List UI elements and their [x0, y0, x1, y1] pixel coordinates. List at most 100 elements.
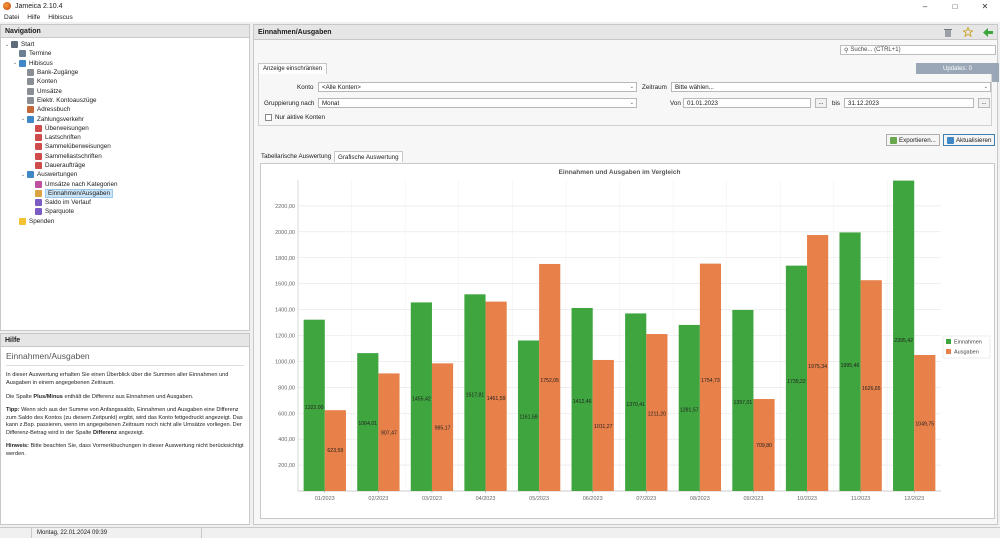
debit-icon [35, 134, 42, 142]
close-button[interactable]: ✕ [981, 1, 989, 11]
sidebar-item-adressbuch[interactable]: Adressbuch [3, 105, 249, 114]
gruppierung-select[interactable]: Monat ⌄ [318, 98, 637, 108]
sidebar-item-elektr-kontoauszüge[interactable]: Elektr. Kontoauszüge [3, 96, 249, 105]
sidebar-item-sammelüberweisungen[interactable]: Sammelüberweisungen [3, 142, 249, 151]
bar-ausgaben [431, 363, 454, 491]
bar-ausgaben [378, 373, 400, 491]
sidebar-item-termine[interactable]: Termine [3, 49, 249, 58]
konto-label: Konto [297, 84, 314, 91]
sidebar-item-start[interactable]: ⌄ Start [3, 40, 249, 49]
status-date: Montag, 22.01.2024 09:39 [32, 527, 202, 538]
minimize-button[interactable]: – [922, 1, 928, 11]
sidebar-item-lastschriften[interactable]: Lastschriften [3, 133, 249, 142]
sidebar-item-hibiscus[interactable]: ⌄ Hibiscus [3, 59, 249, 68]
bank-icon [27, 69, 34, 77]
bar-einnahmen [785, 265, 808, 491]
y-tick-label: 600,00 [278, 411, 295, 417]
nur-aktive-label: Nur aktive Konten [275, 114, 326, 121]
search-input[interactable]: ⚲ Suche... (CTRL+1) [840, 45, 996, 55]
help-panel: Hilfe Einnahmen/Ausgaben In dieser Auswe… [0, 333, 250, 525]
sidebar-item-label: Überweisungen [45, 124, 89, 132]
sidebar-item-umsätze-nach-kategorien[interactable]: Umsätze nach Kategorien [3, 179, 249, 188]
sidebar-item-sammellastschriften[interactable]: Sammellastschriften [3, 152, 249, 161]
refresh-button[interactable]: Aktualisieren [943, 134, 996, 146]
sidebar-item-bank-zugänge[interactable]: Bank-Zugänge [3, 68, 249, 77]
bar-ausgaben [753, 399, 775, 491]
menu-hilfe[interactable]: Hilfe [27, 13, 41, 21]
collapse-toggle-icon[interactable]: ⌄ [20, 171, 26, 178]
sidebar-item-sparquote[interactable]: Sparquote [3, 207, 249, 216]
status-bar: Montag, 22.01.2024 09:39 [0, 527, 1000, 538]
collapse-toggle-icon[interactable]: ⌄ [20, 116, 26, 123]
batch-debit-icon [35, 152, 42, 160]
data-label: 1370,41 [626, 402, 645, 408]
addressbook-icon [27, 106, 34, 114]
tab-table[interactable]: Tabellarische Auswertung [261, 153, 332, 160]
data-label: 1397,01 [733, 400, 752, 406]
bis-date-field[interactable]: 31.12.2023 [844, 98, 974, 108]
navigation-tree: ⌄ Start Termine ⌄ Hibiscus Bank-Zugänge Konten… [1, 38, 249, 226]
sidebar-item-label: Sparquote [45, 208, 75, 216]
konto-select[interactable]: <Alle Konten> ⌄ [318, 82, 637, 92]
navigation-panel: Navigation ⌄ Start Termine ⌄ Hibiscus Bank-Zu… [0, 24, 250, 331]
menu-bar: Datei Hilfe Hibiscus [0, 12, 1000, 22]
sidebar-item-label: Auswertungen [37, 171, 78, 179]
bar-ausgaben [807, 235, 829, 491]
data-label: 1322,00 [305, 405, 324, 411]
sidebar-item-zahlungsverkehr[interactable]: ⌄ Zahlungsverkehr [3, 114, 249, 123]
back-arrow-icon[interactable] [983, 27, 993, 37]
computer-icon [11, 41, 18, 49]
sidebar-item-label: Konten [37, 78, 57, 86]
x-tick-label: 02/2023 [368, 496, 388, 502]
x-tick-label: 10/2023 [797, 496, 817, 502]
bis-date-picker-button[interactable]: ... [978, 98, 990, 108]
y-tick-label: 400,00 [278, 437, 295, 443]
folder-icon [27, 115, 34, 123]
savings-icon [35, 208, 42, 216]
data-label: 1011,27 [594, 424, 612, 430]
chevron-down-icon: ⌄ [629, 84, 634, 90]
sidebar-item-saldo-im-verlauf[interactable]: Saldo im Verlauf [3, 198, 249, 207]
data-label: 2395,42 [894, 338, 913, 344]
von-date-field[interactable]: 01.01.2023 [683, 98, 811, 108]
app-icon [3, 2, 11, 10]
sidebar-item-konten[interactable]: Konten [3, 77, 249, 86]
bar-ausgaben [914, 354, 936, 491]
sidebar-item-spenden[interactable]: Spenden [3, 217, 249, 226]
data-label: 1455,42 [412, 396, 431, 402]
bookmark-star-icon[interactable] [963, 27, 973, 37]
maximize-button[interactable]: □ [952, 1, 958, 11]
income-expense-chart: Einnahmen und Ausgaben im Vergleich 200,0… [275, 169, 991, 502]
collapse-toggle-icon[interactable]: ⌄ [4, 41, 10, 48]
sidebar-item-umsätze[interactable]: Umsätze [3, 86, 249, 95]
data-label: 709,80 [756, 443, 772, 449]
sidebar-item-überweisungen[interactable]: Überweisungen [3, 124, 249, 133]
y-tick-label: 2000,00 [275, 230, 295, 236]
sidebar-item-auswertungen[interactable]: ⌄ Auswertungen [3, 170, 249, 179]
filter-group: Konto <Alle Konten> ⌄ Zeitraum Bitte wähl… [258, 74, 992, 126]
y-tick-label: 2200,00 [275, 204, 295, 210]
sidebar-item-einnahmen-ausgaben[interactable]: Einnahmen/Ausgaben [3, 188, 249, 198]
trash-icon[interactable] [943, 27, 953, 37]
zeitraum-select[interactable]: Bitte wählen... ⌄ [671, 82, 991, 92]
help-paragraph: Hinweis: Bitte beachten Sie, dass Vormer… [6, 443, 244, 457]
export-button[interactable]: Exportieren... [886, 134, 940, 146]
bis-label: bis [832, 100, 841, 107]
chevron-down-icon: ⌄ [983, 84, 988, 90]
bar-ausgaben [592, 359, 614, 491]
sidebar-item-daueraufträge[interactable]: Daueraufträge [3, 161, 249, 170]
data-label: 1412,46 [573, 399, 592, 405]
data-label: 1626,65 [862, 386, 881, 392]
tab-chart[interactable]: Grafische Auswertung [334, 151, 403, 162]
von-date-picker-button[interactable]: ... [815, 98, 827, 108]
bar-ausgaben [646, 334, 668, 491]
data-label: 1995,46 [841, 363, 860, 369]
legend-swatch [946, 339, 951, 344]
menu-hibiscus[interactable]: Hibiscus [48, 13, 73, 21]
sidebar-item-label: Elektr. Kontoauszüge [37, 96, 97, 104]
bar-einnahmen [303, 319, 325, 491]
nur-aktive-checkbox[interactable] [265, 114, 272, 121]
y-tick-label: 800,00 [278, 385, 295, 391]
menu-datei[interactable]: Datei [4, 13, 20, 21]
collapse-toggle-icon[interactable]: ⌄ [12, 60, 18, 67]
